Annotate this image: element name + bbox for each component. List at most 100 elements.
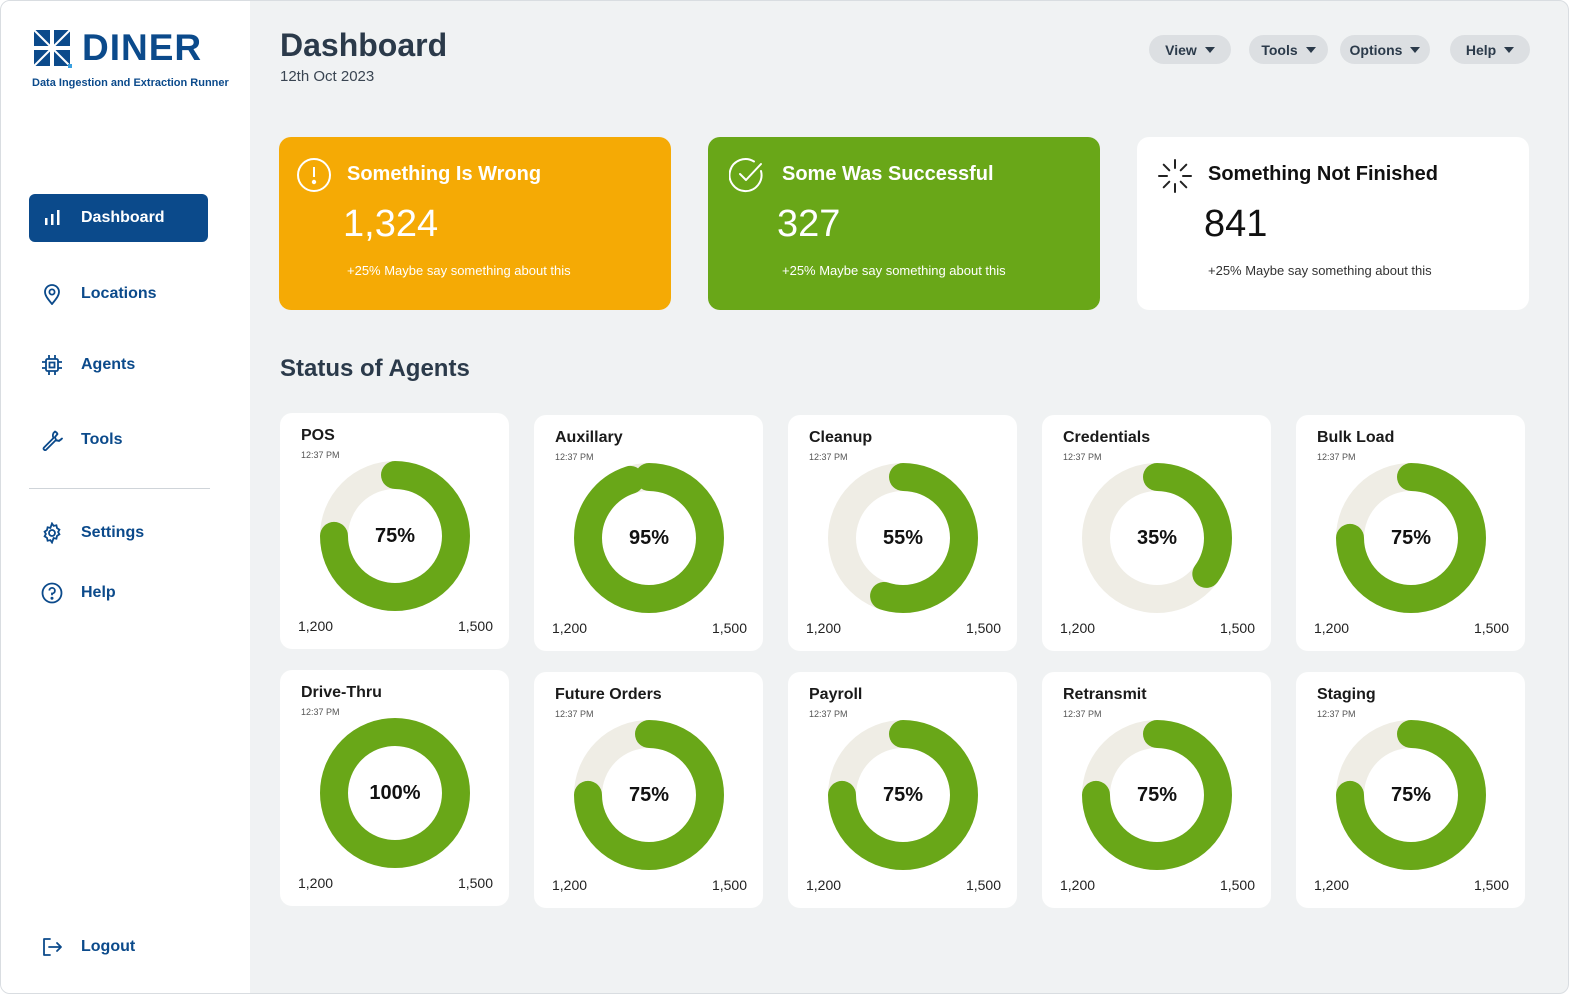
logout-button[interactable]: Logout [29, 923, 208, 971]
gear-icon [43, 522, 61, 544]
agent-name: Payroll [809, 686, 863, 703]
agent-timestamp: 12:37 PM [555, 709, 594, 719]
agent-card[interactable]: Auxillary 12:37 PM 95% 1,200 1,500 [534, 415, 763, 651]
sidebar-item-label: Logout [81, 938, 136, 955]
agent-name: Drive-Thru [301, 684, 382, 701]
agent-max-value: 1,500 [711, 620, 747, 636]
agent-card[interactable]: Drive-Thru 12:37 PM 100% 1,200 1,500 [280, 670, 509, 906]
agent-timestamp: 12:37 PM [301, 707, 340, 717]
agent-min-value: 1,200 [1060, 877, 1096, 893]
brand-name: DINER [82, 27, 203, 68]
summary-card-error[interactable]: Something Is Wrong 1,324 +25% Maybe say … [279, 137, 671, 310]
agent-percent: 75% [628, 783, 670, 806]
sidebar-item-locations[interactable]: Locations [29, 270, 208, 318]
card-subtext: +25% Maybe say something about this [782, 263, 1006, 278]
agent-name: Bulk Load [1317, 429, 1395, 446]
wrench-icon [42, 430, 63, 451]
options-menu-button[interactable]: Options [1340, 35, 1430, 64]
view-menu-button[interactable]: View [1149, 35, 1231, 64]
agent-max-value: 1,500 [457, 618, 493, 634]
agent-name: POS [301, 427, 335, 444]
page-date: 12th Oct 2023 [280, 68, 375, 85]
caret-down-icon [1504, 46, 1515, 53]
agent-name: Cleanup [809, 429, 873, 446]
summary-card-success[interactable]: Some Was Successful 327 +25% Maybe say s… [708, 137, 1100, 310]
donut-progress-arc [1082, 463, 1232, 613]
sidebar-item-tools[interactable]: Tools [29, 416, 208, 464]
agent-min-value: 1,200 [298, 875, 334, 891]
menu-label: Tools [1261, 41, 1298, 58]
agent-name: Credentials [1063, 429, 1151, 446]
page-title: Dashboard [280, 27, 448, 63]
agent-min-value: 1,200 [552, 620, 588, 636]
agent-min-value: 1,200 [552, 877, 588, 893]
sidebar-item-help[interactable]: Help [29, 569, 208, 617]
agent-card[interactable]: Credentials 12:37 PM 35% 1,200 1,500 [1042, 415, 1271, 651]
sidebar-item-dashboard[interactable]: Dashboard [29, 194, 208, 242]
help-menu-button[interactable]: Help [1450, 35, 1530, 64]
agent-percent: 35% [1136, 526, 1178, 549]
agent-timestamp: 12:37 PM [1317, 452, 1356, 462]
donut-progress-arc [574, 720, 724, 870]
agent-card[interactable]: POS 12:37 PM 75% 1,200 1,500 [280, 413, 509, 649]
agent-progress-donut [828, 720, 978, 870]
donut-progress-arc [828, 463, 978, 613]
agent-max-value: 1,500 [457, 875, 493, 891]
agent-card[interactable]: Cleanup 12:37 PM 55% 1,200 1,500 [788, 415, 1017, 651]
sidebar-item-settings[interactable]: Settings [29, 509, 208, 557]
sidebar-item-label: Help [81, 584, 116, 601]
sidebar-item-agents[interactable]: Agents [29, 341, 208, 389]
check-circle-icon [729, 158, 763, 193]
sidebar-item-label: Settings [81, 524, 145, 541]
bar-chart-icon [45, 210, 60, 225]
agent-timestamp: 12:37 PM [1063, 452, 1102, 462]
sidebar-item-label: Locations [81, 285, 157, 302]
logout-icon [43, 938, 62, 956]
agent-percent: 55% [882, 526, 924, 549]
sidebar-item-label: Tools [81, 431, 123, 448]
caret-down-icon [1305, 46, 1316, 53]
menu-label: Help [1465, 41, 1497, 58]
agent-min-value: 1,200 [806, 877, 842, 893]
sidebar-divider [29, 488, 210, 489]
agent-progress-donut [320, 718, 470, 868]
card-value: 327 [777, 203, 841, 245]
section-title: Status of Agents [280, 355, 470, 382]
agent-max-value: 1,500 [1473, 877, 1509, 893]
agent-progress-donut [1082, 463, 1232, 613]
donut-progress-arc [1336, 720, 1486, 870]
card-value: 841 [1204, 203, 1268, 245]
tools-menu-button[interactable]: Tools [1249, 35, 1328, 64]
agent-timestamp: 12:37 PM [809, 452, 848, 462]
agent-percent: 75% [1136, 783, 1178, 806]
donut-progress-arc [320, 461, 470, 611]
summary-card-pending[interactable]: Something Not Finished 841 +25% Maybe sa… [1137, 137, 1529, 310]
agent-timestamp: 12:37 PM [555, 452, 594, 462]
chip-icon [42, 355, 62, 375]
help-circle-icon [41, 582, 63, 604]
card-title: Something Is Wrong [347, 163, 542, 185]
agent-card[interactable]: Bulk Load 12:37 PM 75% 1,200 1,500 [1296, 415, 1525, 651]
agent-card[interactable]: Retransmit 12:37 PM 75% 1,200 1,500 [1042, 672, 1271, 908]
agent-card[interactable]: Future Orders 12:37 PM 75% 1,200 1,500 [534, 672, 763, 908]
agent-percent: 100% [369, 781, 421, 804]
card-value: 1,324 [343, 203, 439, 245]
agent-progress-donut [320, 461, 470, 611]
agent-timestamp: 12:37 PM [1063, 709, 1102, 719]
agent-progress-donut [574, 463, 724, 613]
donut-progress-arc [320, 718, 470, 868]
agent-timestamp: 12:37 PM [809, 709, 848, 719]
brand-logo[interactable]: DINER Data Ingestion and Extraction Runn… [32, 27, 229, 89]
caret-down-icon [1204, 46, 1215, 53]
agent-card[interactable]: Payroll 12:37 PM 75% 1,200 1,500 [788, 672, 1017, 908]
sidebar-item-label: Agents [81, 356, 136, 373]
card-title: Some Was Successful [782, 163, 994, 185]
agent-timestamp: 12:37 PM [1317, 709, 1356, 719]
card-title: Something Not Finished [1208, 163, 1438, 185]
donut-progress-arc [828, 720, 978, 870]
loading-spinner-icon [1158, 159, 1192, 193]
agent-name: Auxillary [555, 429, 623, 446]
brand-tagline: Data Ingestion and Extraction Runner [32, 77, 229, 89]
agent-card[interactable]: Staging 12:37 PM 75% 1,200 1,500 [1296, 672, 1525, 908]
